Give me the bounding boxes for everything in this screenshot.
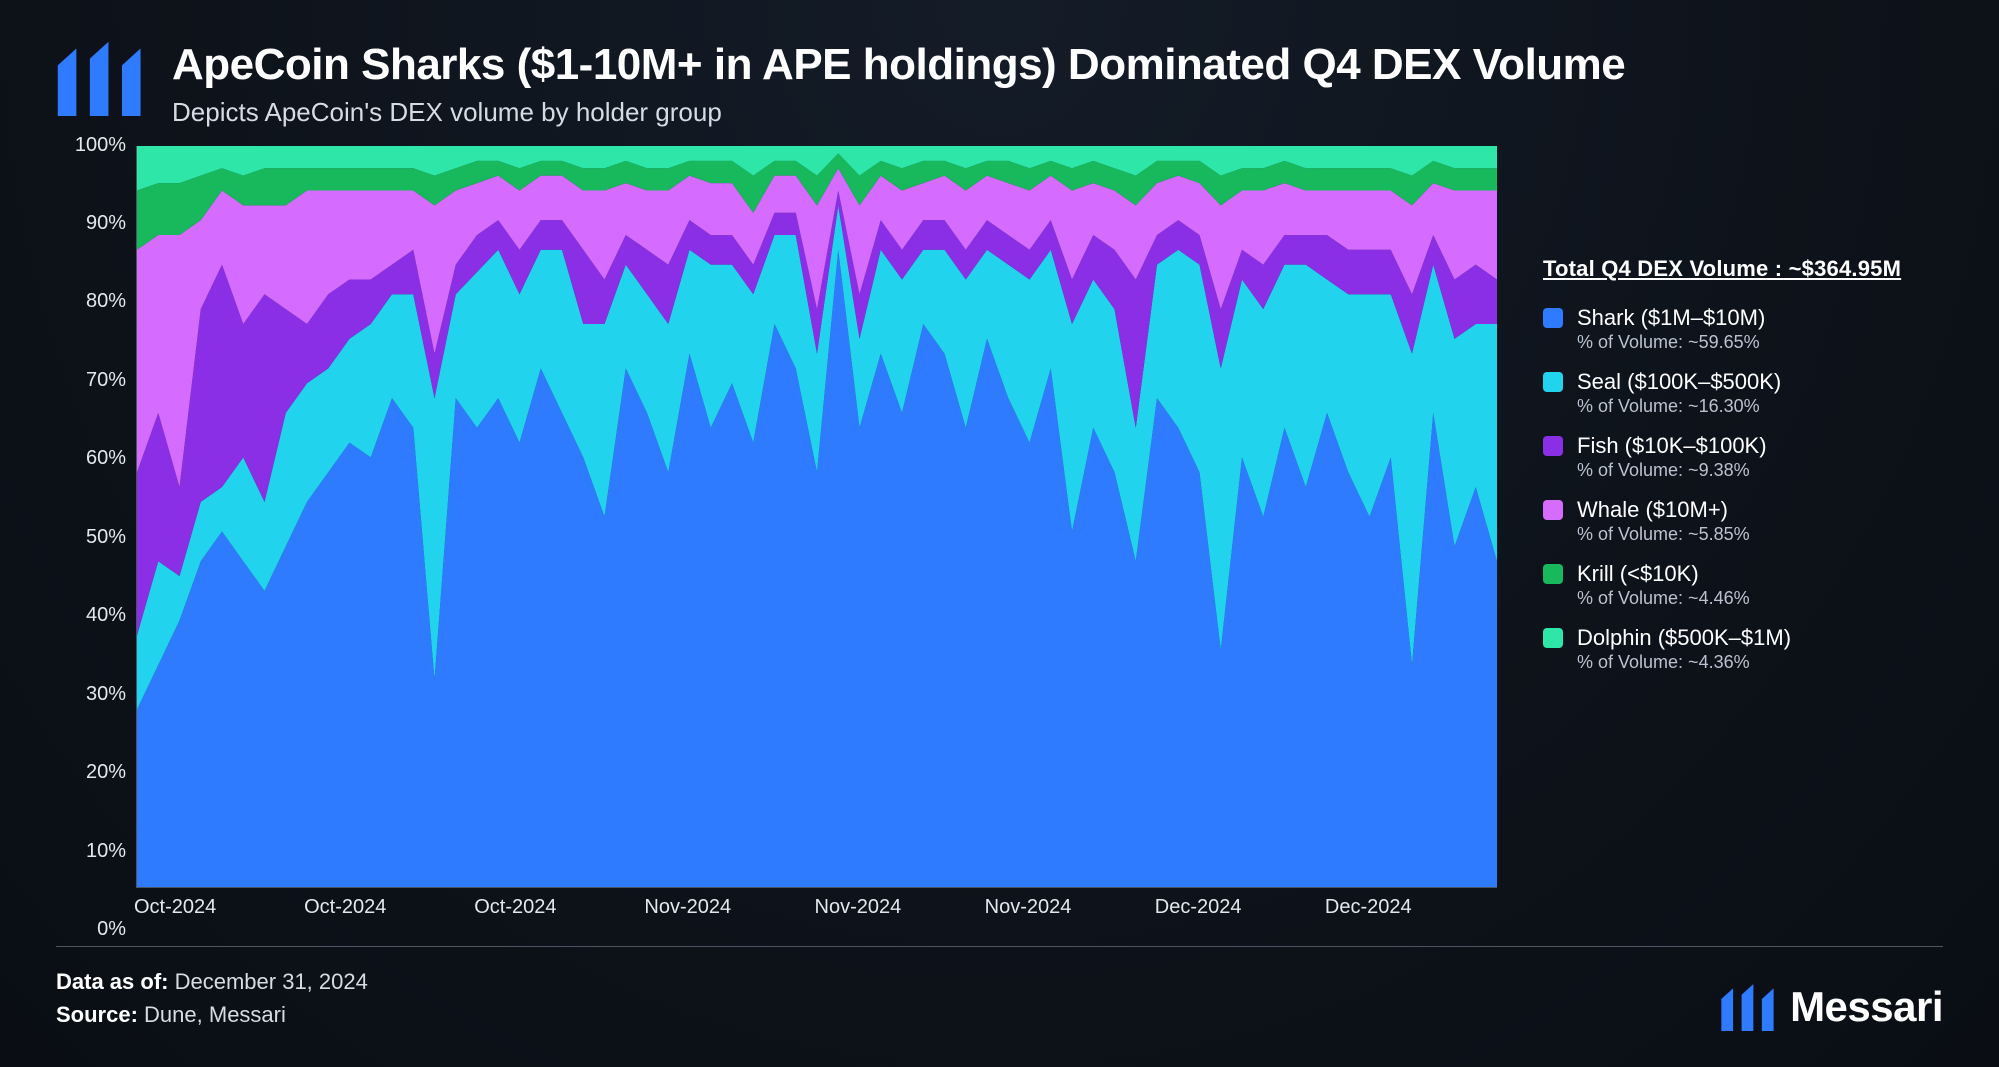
legend-sub: % of Volume: ~9.38% bbox=[1577, 459, 1767, 482]
legend-item: Dolphin ($500K–$1M)% of Volume: ~4.36% bbox=[1543, 624, 1943, 674]
x-tick: Nov-2024 bbox=[985, 896, 1072, 919]
plot-column: Oct-2024 Oct-2024 Oct-2024 Nov-2024 Nov-2024… bbox=[136, 146, 1497, 930]
page-title: ApeCoin Sharks ($1-10M+ in APE holdings)… bbox=[172, 40, 1625, 91]
legend-swatch bbox=[1543, 308, 1563, 328]
footer-meta: Data as of: December 31, 2024 Source: Du… bbox=[56, 965, 368, 1031]
x-tick: Dec-2024 bbox=[1155, 896, 1242, 919]
x-tick: Nov-2024 bbox=[815, 896, 902, 919]
legend-label: Fish ($10K–$100K) bbox=[1577, 432, 1767, 460]
header: ApeCoin Sharks ($1-10M+ in APE holdings)… bbox=[56, 40, 1943, 128]
legend-swatch bbox=[1543, 564, 1563, 584]
page-root: ApeCoin Sharks ($1-10M+ in APE holdings)… bbox=[0, 0, 1999, 1067]
legend-swatch bbox=[1543, 500, 1563, 520]
source-label: Source: bbox=[56, 1002, 138, 1027]
legend-label: Dolphin ($500K–$1M) bbox=[1577, 624, 1791, 652]
legend-sub: % of Volume: ~5.85% bbox=[1577, 523, 1750, 546]
legend-item: Seal ($100K–$500K)% of Volume: ~16.30% bbox=[1543, 368, 1943, 418]
legend-sub: % of Volume: ~59.65% bbox=[1577, 331, 1765, 354]
legend-title: Total Q4 DEX Volume : ~$364.95M bbox=[1543, 256, 1943, 282]
legend-item: Whale ($10M+)% of Volume: ~5.85% bbox=[1543, 496, 1943, 546]
footer: Data as of: December 31, 2024 Source: Du… bbox=[56, 946, 1943, 1031]
legend-label: Seal ($100K–$500K) bbox=[1577, 368, 1781, 396]
title-block: ApeCoin Sharks ($1-10M+ in APE holdings)… bbox=[172, 40, 1625, 128]
legend: Total Q4 DEX Volume : ~$364.95M Shark ($… bbox=[1543, 146, 1943, 930]
brand-logo-icon bbox=[56, 40, 144, 116]
x-tick: Dec-2024 bbox=[1325, 896, 1412, 919]
chart-wrap: 100%90%80%70%60%50%40%30%20%10%0% Oct-20… bbox=[56, 146, 1497, 930]
legend-sub: % of Volume: ~16.30% bbox=[1577, 395, 1781, 418]
brand-name: Messari bbox=[1790, 983, 1943, 1031]
legend-item: Shark ($1M–$10M)% of Volume: ~59.65% bbox=[1543, 304, 1943, 354]
x-axis: Oct-2024 Oct-2024 Oct-2024 Nov-2024 Nov-2024… bbox=[136, 888, 1497, 930]
y-axis: 100%90%80%70%60%50%40%30%20%10%0% bbox=[56, 146, 136, 930]
chart-svg bbox=[137, 146, 1497, 887]
data-as-of-value: December 31, 2024 bbox=[175, 969, 368, 994]
legend-swatch bbox=[1543, 628, 1563, 648]
legend-label: Whale ($10M+) bbox=[1577, 496, 1750, 524]
x-tick: Oct-2024 bbox=[304, 896, 386, 919]
legend-item: Fish ($10K–$100K)% of Volume: ~9.38% bbox=[1543, 432, 1943, 482]
x-tick: Nov-2024 bbox=[644, 896, 731, 919]
x-tick: Oct-2024 bbox=[474, 896, 556, 919]
legend-sub: % of Volume: ~4.46% bbox=[1577, 587, 1750, 610]
legend-sub: % of Volume: ~4.36% bbox=[1577, 651, 1791, 674]
source-value: Dune, Messari bbox=[144, 1002, 286, 1027]
legend-swatch bbox=[1543, 436, 1563, 456]
data-as-of-label: Data as of: bbox=[56, 969, 168, 994]
brand-logo-icon bbox=[1720, 983, 1776, 1031]
legend-label: Shark ($1M–$10M) bbox=[1577, 304, 1765, 332]
legend-swatch bbox=[1543, 372, 1563, 392]
legend-label: Krill (<$10K) bbox=[1577, 560, 1750, 588]
legend-item: Krill (<$10K)% of Volume: ~4.46% bbox=[1543, 560, 1943, 610]
stacked-area-chart bbox=[136, 146, 1497, 888]
x-tick: Oct-2024 bbox=[134, 896, 216, 919]
content-row: 100%90%80%70%60%50%40%30%20%10%0% Oct-20… bbox=[56, 146, 1943, 930]
page-subtitle: Depicts ApeCoin's DEX volume by holder g… bbox=[172, 97, 1625, 128]
footer-brand: Messari bbox=[1720, 983, 1943, 1031]
